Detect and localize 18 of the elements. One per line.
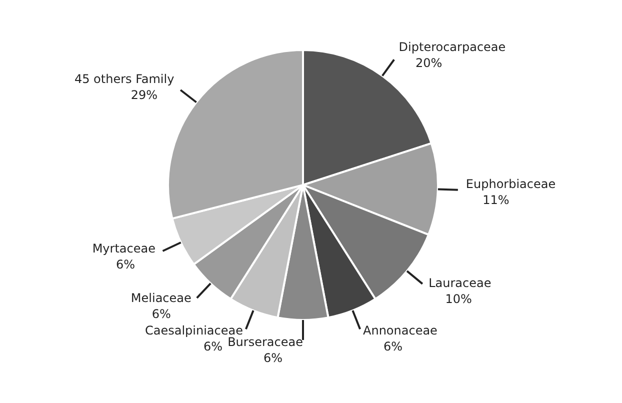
slice-label: Euphorbiaceae <box>466 177 556 192</box>
data-label: 11% <box>482 193 510 208</box>
slice-label: Dipterocarpaceae <box>398 40 506 54</box>
data-label: 6% <box>152 306 171 321</box>
data-label: 6% <box>383 340 403 354</box>
slice-label: Burseraceae <box>228 335 303 349</box>
data-label: 6% <box>203 340 223 354</box>
data-label: 6% <box>263 351 283 365</box>
slice-label: Caesalpiniaceae <box>144 324 243 338</box>
data-label: 10% <box>445 292 472 306</box>
slice-label: Myrtaceae <box>92 241 156 256</box>
data-label: 6% <box>116 257 136 272</box>
slice-label: Annonaceae <box>363 324 438 338</box>
data-label: 29% <box>130 88 158 102</box>
slice-label: Meliaceae <box>130 290 192 305</box>
slice-label: 45 others Family <box>74 72 174 86</box>
slice-label: Lauraceae <box>428 276 492 290</box>
data-label: 20% <box>415 56 442 70</box>
